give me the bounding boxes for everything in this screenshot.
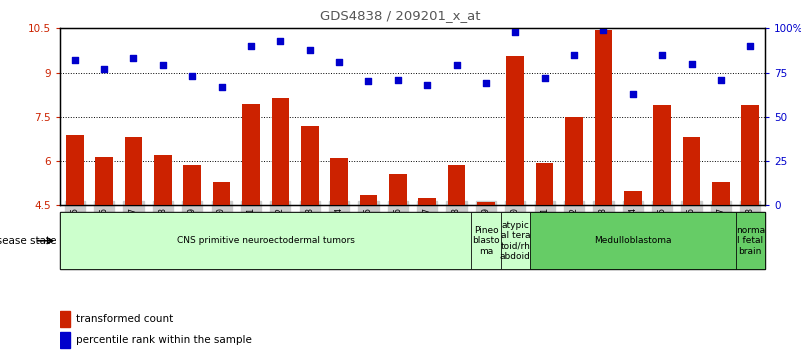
Point <box>568 52 581 58</box>
Bar <box>154 155 171 205</box>
Bar <box>183 166 201 205</box>
Point <box>186 73 199 79</box>
Bar <box>448 166 465 205</box>
Bar <box>301 126 319 205</box>
Point <box>450 63 463 68</box>
Bar <box>360 195 377 205</box>
Text: norma
l fetal
brain: norma l fetal brain <box>735 226 765 256</box>
Point <box>332 59 345 65</box>
Bar <box>682 137 700 205</box>
Bar <box>536 162 553 205</box>
Point <box>68 57 81 63</box>
Bar <box>712 182 730 205</box>
Point <box>362 79 375 84</box>
Bar <box>213 182 231 205</box>
Bar <box>530 212 735 269</box>
Bar <box>624 190 642 205</box>
Bar <box>418 198 436 205</box>
Point <box>304 47 316 52</box>
Point <box>98 66 111 72</box>
Point <box>480 80 493 86</box>
Point <box>656 52 669 58</box>
Point <box>597 27 610 33</box>
Point <box>626 91 639 97</box>
Bar <box>654 105 671 205</box>
Bar <box>389 175 407 205</box>
Bar <box>471 212 501 269</box>
Point <box>127 56 140 61</box>
Text: percentile rank within the sample: percentile rank within the sample <box>76 335 252 345</box>
Point <box>156 63 169 68</box>
Text: Medulloblastoma: Medulloblastoma <box>594 236 671 245</box>
Text: CNS primitive neuroectodermal tumors: CNS primitive neuroectodermal tumors <box>177 236 355 245</box>
Text: atypic
al tera
toid/rh
abdoid: atypic al tera toid/rh abdoid <box>500 221 531 261</box>
Bar <box>501 212 530 269</box>
Point <box>421 82 433 88</box>
Bar <box>242 104 260 205</box>
Bar <box>735 212 765 269</box>
Bar <box>95 156 113 205</box>
Bar <box>66 135 83 205</box>
Point <box>744 43 757 49</box>
Bar <box>330 158 348 205</box>
Bar <box>60 212 471 269</box>
Text: GDS4838 / 209201_x_at: GDS4838 / 209201_x_at <box>320 9 481 22</box>
Point <box>714 77 727 82</box>
Bar <box>742 105 759 205</box>
Point <box>685 61 698 67</box>
Bar <box>477 202 495 205</box>
Bar <box>60 332 70 348</box>
Text: Pineo
blasto
ma: Pineo blasto ma <box>472 226 500 256</box>
Bar <box>594 30 612 205</box>
Point <box>274 38 287 44</box>
Bar <box>125 137 143 205</box>
Bar <box>272 98 289 205</box>
Bar <box>506 56 524 205</box>
Text: disease state: disease state <box>0 236 56 246</box>
Point <box>509 29 521 35</box>
Bar <box>60 311 70 327</box>
Text: transformed count: transformed count <box>76 314 173 324</box>
Point <box>538 75 551 81</box>
Point <box>244 43 257 49</box>
Bar <box>566 117 583 205</box>
Point <box>392 77 405 82</box>
Point <box>215 84 228 90</box>
